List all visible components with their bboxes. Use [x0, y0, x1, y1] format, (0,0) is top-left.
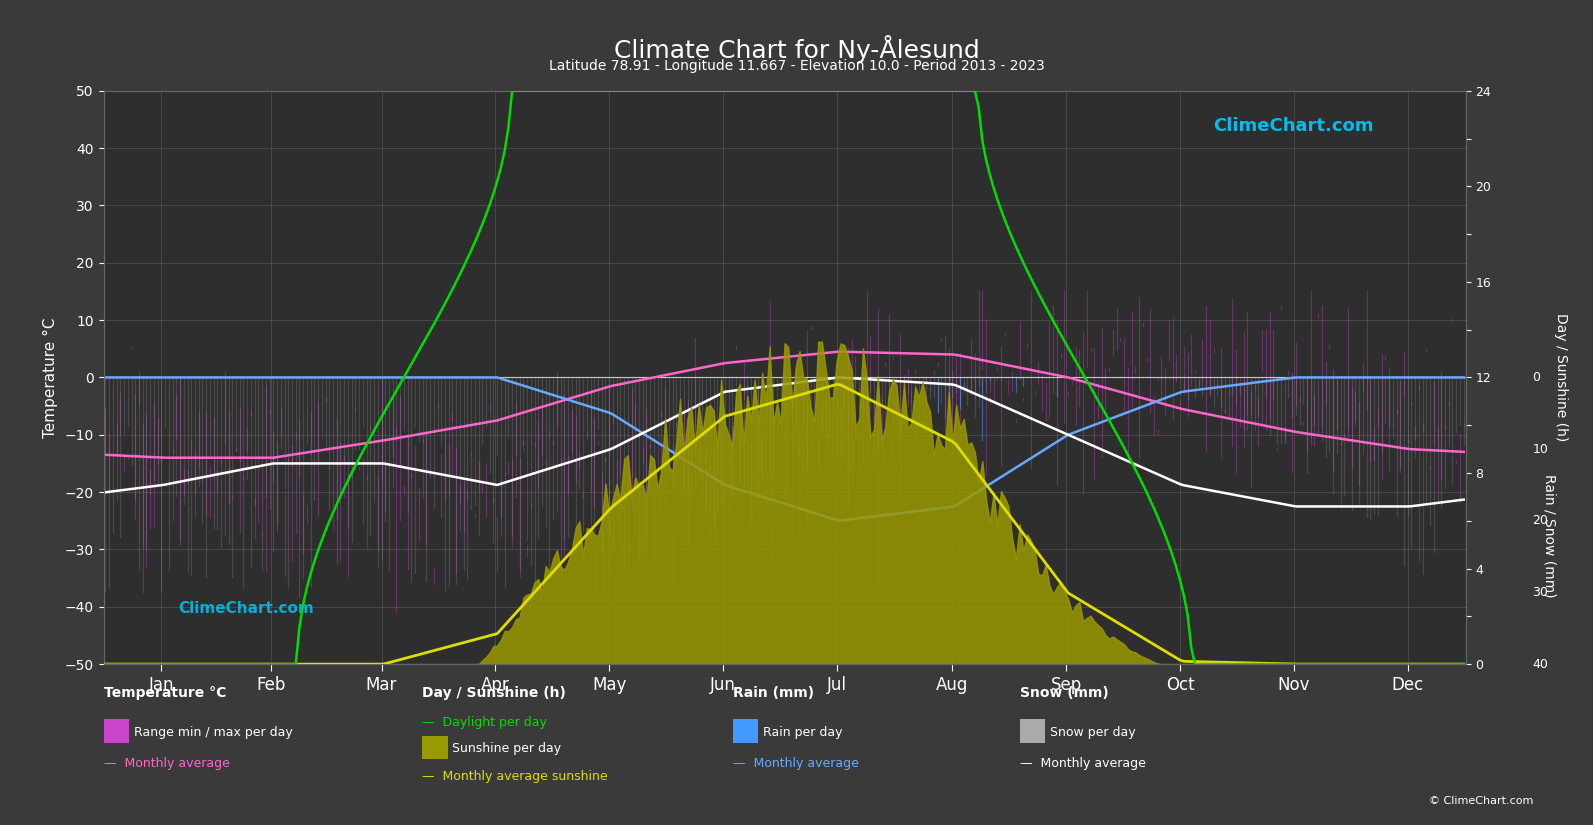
Text: Rain / Snow (mm): Rain / Snow (mm) [1544, 474, 1556, 598]
Text: Snow (mm): Snow (mm) [1020, 686, 1109, 700]
Text: © ClimeChart.com: © ClimeChart.com [1429, 796, 1534, 806]
Text: —  Monthly average: — Monthly average [733, 757, 859, 771]
Text: Rain per day: Rain per day [763, 726, 843, 739]
Text: Snow per day: Snow per day [1050, 726, 1136, 739]
Y-axis label: Temperature °C: Temperature °C [43, 317, 57, 438]
Text: ClimeChart.com: ClimeChart.com [1214, 117, 1375, 134]
Text: 30: 30 [1532, 586, 1548, 599]
Text: 0: 0 [1532, 371, 1540, 384]
Text: —  Daylight per day: — Daylight per day [422, 716, 546, 729]
Text: 40: 40 [1532, 658, 1548, 671]
Text: ClimeChart.com: ClimeChart.com [178, 601, 314, 615]
Text: Sunshine per day: Sunshine per day [452, 742, 562, 755]
Text: Day / Sunshine (h): Day / Sunshine (h) [422, 686, 566, 700]
Text: Range min / max per day: Range min / max per day [134, 726, 293, 739]
Text: 20: 20 [1532, 514, 1548, 527]
Text: Latitude 78.91 - Longitude 11.667 - Elevation 10.0 - Period 2013 - 2023: Latitude 78.91 - Longitude 11.667 - Elev… [548, 59, 1045, 73]
Text: Climate Chart for Ny-Ålesund: Climate Chart for Ny-Ålesund [613, 35, 980, 63]
Y-axis label: Day / Sunshine (h): Day / Sunshine (h) [1553, 314, 1568, 441]
Text: Rain (mm): Rain (mm) [733, 686, 814, 700]
Text: —  Monthly average sunshine: — Monthly average sunshine [422, 770, 609, 783]
Text: Temperature °C: Temperature °C [104, 686, 226, 700]
Text: 10: 10 [1532, 442, 1548, 455]
Text: —  Monthly average: — Monthly average [1020, 757, 1145, 771]
Text: —  Monthly average: — Monthly average [104, 757, 229, 771]
